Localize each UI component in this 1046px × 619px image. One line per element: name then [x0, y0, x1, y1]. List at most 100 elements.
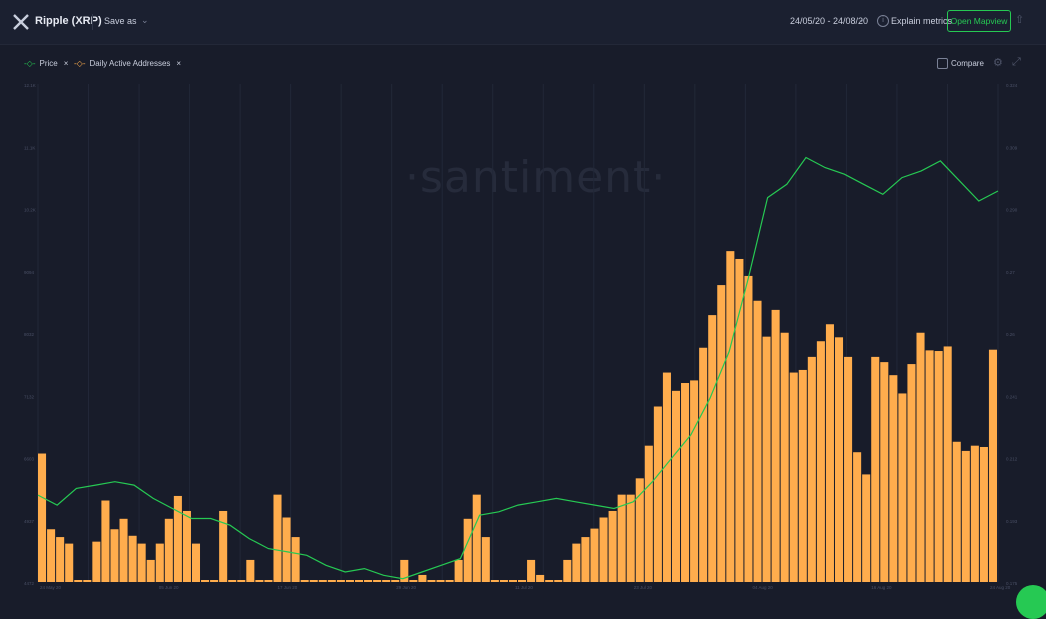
- ripple-logo-icon: [13, 14, 29, 30]
- x-tick-label: 24 May 20: [40, 585, 62, 590]
- y-tick-label-right: 0.212: [1006, 457, 1018, 462]
- save-as-button[interactable]: Save as: [104, 16, 137, 26]
- daa-bar: [871, 356, 880, 582]
- y-tick-label-left: 11.1K: [24, 145, 35, 150]
- x-tick-label: 04 Aug 20: [753, 585, 774, 590]
- daa-bar: [762, 336, 771, 582]
- daa-bar: [309, 580, 318, 582]
- daa-bar: [237, 580, 246, 582]
- y-tick-label-left: 7132: [24, 394, 35, 399]
- daa-bar: [508, 580, 517, 582]
- y-tick-label-right: 0.26: [1006, 332, 1015, 337]
- close-icon[interactable]: ×: [63, 59, 69, 68]
- daa-bar: [445, 580, 454, 582]
- daa-bar: [173, 495, 182, 582]
- expand-icon[interactable]: ⤢: [1012, 56, 1021, 68]
- explain-metrics-button[interactable]: Explain metrics: [891, 16, 953, 26]
- daa-bar: [735, 258, 744, 582]
- daa-bar: [753, 300, 762, 582]
- legend-label-daa: Daily Active Addresses: [89, 59, 171, 68]
- daa-bar: [834, 337, 844, 582]
- chevron-down-icon[interactable]: ⌄: [141, 15, 149, 25]
- y-tick-label-left: 10.2K: [24, 208, 36, 213]
- bar-marker-icon: -◇-: [74, 59, 86, 68]
- compare-icon[interactable]: [937, 58, 948, 69]
- daa-bar: [219, 510, 228, 582]
- x-tick-label: 16 Aug 20: [871, 585, 892, 590]
- daa-bar: [798, 369, 807, 582]
- y-tick-label-left: 9094: [24, 270, 35, 275]
- daa-bar: [327, 580, 336, 582]
- divider: [92, 14, 93, 30]
- date-range-selector[interactable]: 24/05/20 - 24/08/20: [790, 16, 869, 26]
- daa-bar: [780, 332, 789, 582]
- chat-button[interactable]: [1016, 585, 1046, 619]
- daa-bar: [536, 574, 545, 582]
- daa-bar: [590, 528, 599, 582]
- daa-bar: [844, 356, 853, 582]
- daa-bar: [300, 580, 309, 582]
- daa-bar: [925, 350, 934, 582]
- daa-bar: [481, 537, 490, 582]
- y-tick-label-left: 6603: [24, 457, 35, 462]
- daa-bar: [210, 580, 219, 582]
- daa-bar: [744, 275, 753, 582]
- daa-bar: [264, 580, 273, 582]
- daa-bar: [907, 364, 916, 582]
- daa-bar: [472, 494, 481, 582]
- daa-bar: [182, 510, 191, 582]
- daa-bar: [137, 543, 146, 582]
- daa-bar: [101, 500, 110, 582]
- y-tick-label-right: 0.324: [1006, 83, 1018, 88]
- daa-bar: [146, 559, 155, 582]
- daa-bar: [47, 529, 56, 582]
- daa-bar: [518, 580, 527, 582]
- daa-bar: [690, 380, 699, 582]
- daa-bar: [626, 494, 635, 582]
- legend-item-price[interactable]: -◇- Price ×: [24, 59, 68, 68]
- daa-bar: [599, 517, 608, 582]
- daa-bar: [970, 445, 979, 582]
- info-icon[interactable]: i: [877, 15, 889, 27]
- daa-bar: [699, 347, 708, 582]
- x-tick-label: 17 Jun 20: [278, 585, 298, 590]
- daa-bar: [373, 580, 382, 582]
- daa-bar: [255, 580, 264, 582]
- daa-bar: [572, 543, 581, 582]
- daa-bar: [282, 517, 291, 582]
- share-icon[interactable]: ⇧: [1015, 14, 1025, 26]
- compare-button[interactable]: Compare: [951, 59, 984, 68]
- daa-bar: [952, 441, 961, 582]
- daa-bar: [726, 251, 735, 582]
- daa-bar: [608, 510, 617, 582]
- y-tick-label-left: 12.1K: [24, 83, 36, 88]
- daa-bar: [545, 580, 554, 582]
- open-mapview-button[interactable]: Open Mapview: [947, 10, 1011, 32]
- daa-bar: [880, 362, 889, 582]
- daa-bar: [934, 351, 943, 582]
- daa-bar: [979, 446, 988, 582]
- daa-bar: [635, 478, 644, 582]
- x-tick-label: 24 Aug 20: [990, 585, 1011, 590]
- legend-item-daa[interactable]: -◇- Daily Active Addresses ×: [74, 59, 181, 68]
- daa-bar: [92, 541, 101, 582]
- y-tick-label-left: 4472: [24, 581, 35, 586]
- daa-bar: [291, 537, 300, 582]
- daa-bar: [988, 349, 997, 582]
- gear-icon[interactable]: ⚙: [993, 57, 1003, 69]
- daa-bar: [490, 580, 499, 582]
- chevron-down-icon[interactable]: ⌄: [858, 15, 865, 24]
- daa-bar: [717, 285, 726, 582]
- price-line: [37, 156, 999, 580]
- daa-bar: [581, 537, 590, 582]
- daa-bar: [671, 390, 681, 582]
- chart-area[interactable]: 12.1K 11.1K 10.2K 9094 8032 7132 6603 4937 4472 0…: [0, 0, 1046, 604]
- close-icon[interactable]: ×: [176, 59, 182, 68]
- daa-bar: [83, 580, 92, 582]
- daa-bar: [889, 375, 898, 582]
- daa-bar: [662, 372, 671, 582]
- daa-bar: [155, 543, 164, 582]
- daa-bar: [961, 450, 970, 582]
- daa-bar: [527, 559, 536, 582]
- daa-bar: [246, 559, 255, 582]
